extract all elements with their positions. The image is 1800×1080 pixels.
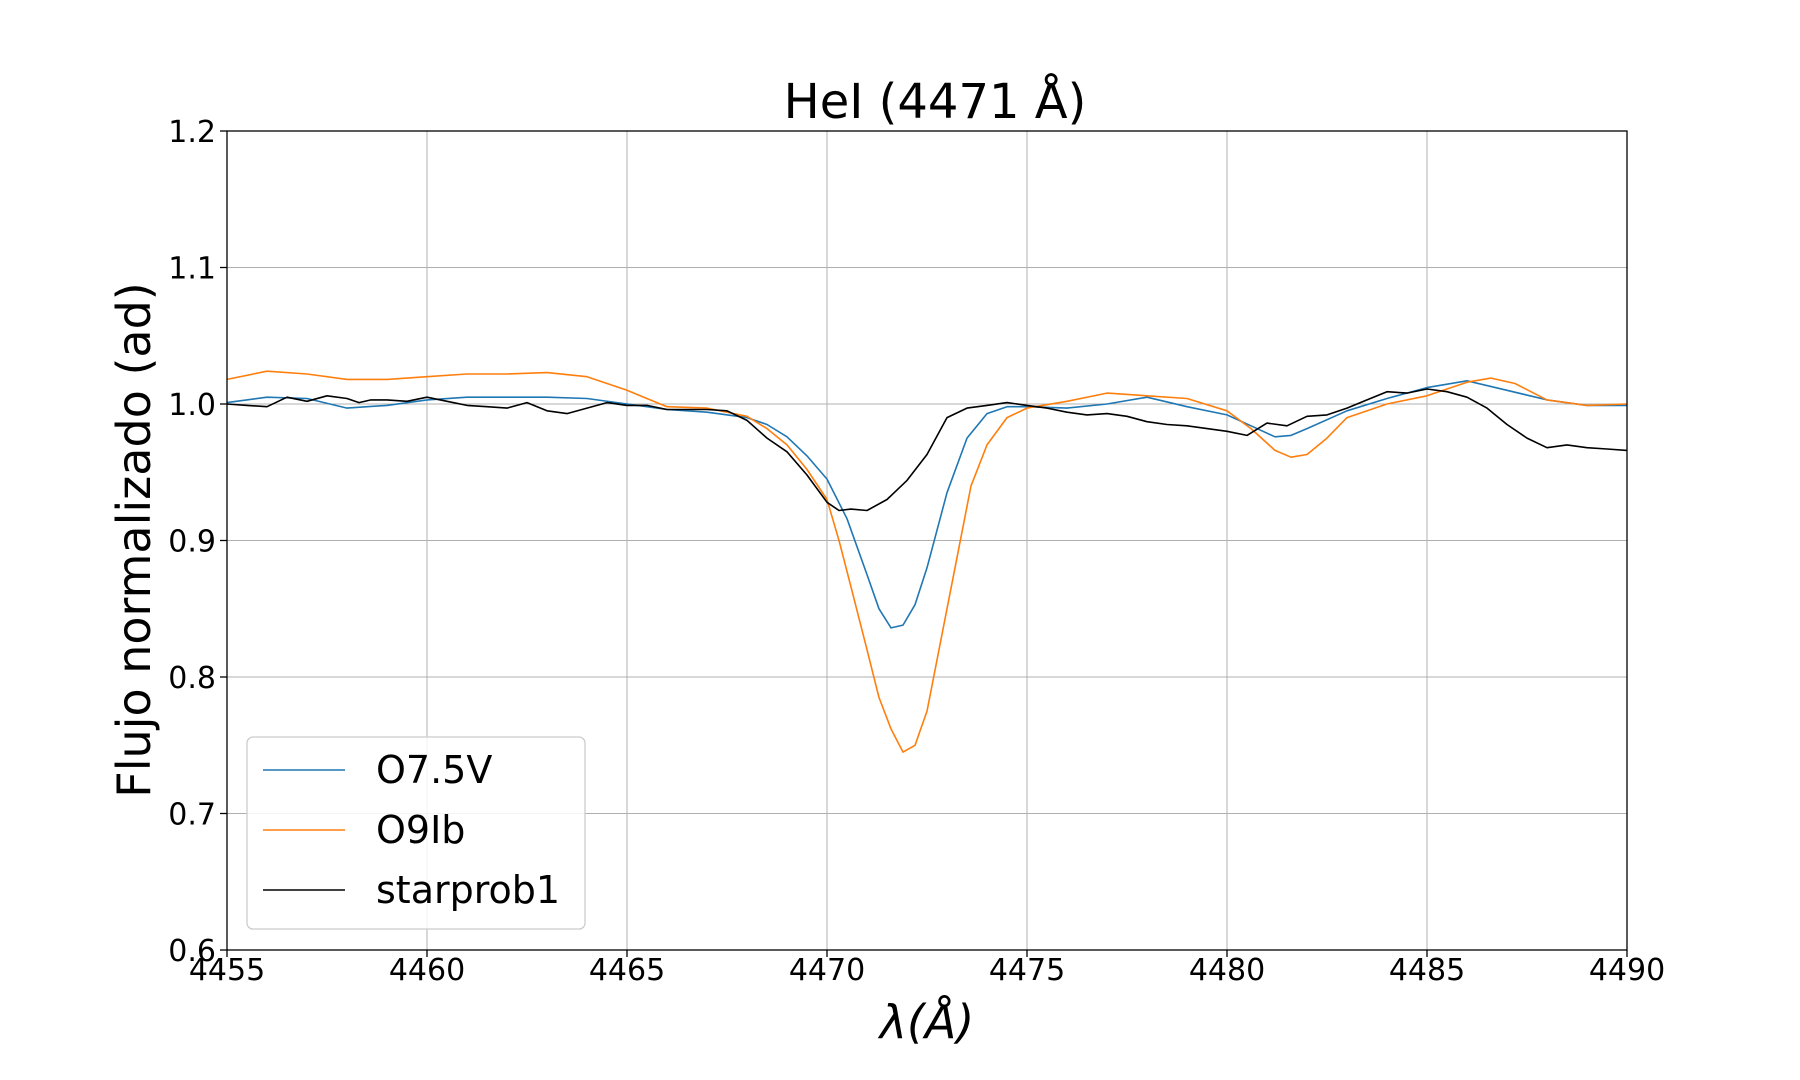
x-tick-label: 4475 [989, 953, 1065, 988]
y-axis-label: Flujo normalizado (ad) [107, 282, 161, 797]
y-tick-label: 1.0 [168, 388, 216, 423]
legend-label-starprob1: starprob1 [376, 868, 560, 912]
chart-title: HeI (4471 Å) [784, 73, 1087, 130]
series-line-starprob1 [226, 388, 1628, 512]
y-axis-ticks: 0.6 0.7 0.8 0.9 1.0 1.1 1.2 [168, 115, 227, 969]
x-axis-ticks: 4455 4460 4465 4470 4475 4480 4485 4490 [189, 950, 1665, 988]
series-lines [226, 370, 1628, 753]
x-tick-label: 4480 [1189, 953, 1265, 988]
y-tick-label: 1.2 [168, 115, 216, 150]
y-tick-label: 1.1 [168, 252, 216, 287]
grid-lines [226, 130, 1628, 951]
y-tick-label: 0.7 [168, 798, 216, 833]
series-line-o9ib [226, 370, 1628, 753]
legend: O7.5V O9Ib starprob1 [246, 736, 586, 930]
y-tick-label: 0.6 [168, 934, 216, 969]
x-tick-label: 4465 [589, 953, 665, 988]
x-tick-label: 4455 [189, 953, 265, 988]
x-tick-label: 4460 [389, 953, 465, 988]
y-tick-label: 0.9 [168, 525, 216, 560]
legend-box [246, 736, 586, 930]
x-axis-label: λ(Å) [877, 995, 975, 1049]
y-tick-label: 0.8 [168, 661, 216, 696]
x-tick-label: 4485 [1389, 953, 1465, 988]
x-tick-label: 4490 [1589, 953, 1665, 988]
x-tick-label: 4470 [789, 953, 865, 988]
legend-label-o7-5v: O7.5V [376, 748, 492, 792]
legend-label-o9ib: O9Ib [376, 808, 465, 852]
series-line-o7-5v [226, 379, 1627, 629]
